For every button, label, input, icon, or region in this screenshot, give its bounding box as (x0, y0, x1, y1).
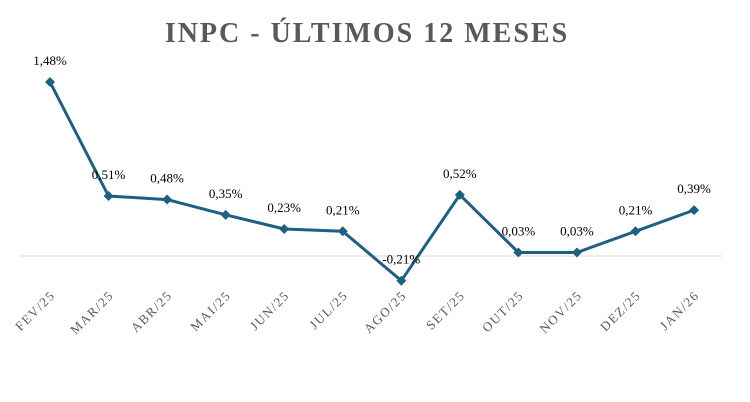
x-tick-label: MAR/25 (67, 288, 117, 338)
x-tick-label: JAN/26 (657, 288, 703, 334)
x-tick-label: JUL/25 (306, 288, 351, 333)
data-point-dez-25 (630, 226, 641, 237)
data-label: 0,21% (326, 202, 360, 217)
data-point-abr-25 (162, 194, 173, 205)
x-tick-label: DEZ/25 (597, 288, 644, 335)
data-label: 0,23% (267, 200, 301, 215)
data-point-set-25 (454, 189, 465, 200)
data-point-nov-25 (571, 247, 582, 258)
data-label: -0,21% (382, 252, 420, 267)
x-tick-label: AGO/25 (361, 288, 410, 337)
data-point-jan-26 (689, 205, 700, 216)
data-point-mar-25 (103, 191, 114, 202)
data-label: 0,48% (150, 171, 184, 186)
x-tick-label: MAI/25 (187, 288, 234, 335)
data-label: 0,39% (677, 181, 711, 196)
data-point-ago-25 (396, 275, 407, 286)
data-label: 0,03% (502, 223, 536, 238)
data-point-jun-25 (279, 223, 290, 234)
x-tick-label: OUT/25 (479, 288, 527, 336)
data-label: 0,03% (560, 223, 594, 238)
x-tick-label: NOV/25 (536, 288, 585, 337)
data-label: 1,48% (33, 53, 67, 68)
series-line (48, 81, 695, 283)
data-point-mai-25 (220, 209, 231, 220)
data-label: 0,51% (92, 167, 126, 182)
data-point-out-25 (513, 247, 524, 258)
chart-title: INPC - ÚLTIMOS 12 MESES (165, 18, 569, 49)
data-point-jul-25 (337, 226, 348, 237)
x-tick-label: SET/25 (423, 288, 468, 333)
x-tick-label: FEV/25 (12, 288, 58, 334)
data-label: 0,21% (619, 202, 653, 217)
data-point-fev-25 (45, 76, 55, 87)
data-label: 0,35% (209, 186, 243, 201)
x-tick-label: JUN/25 (247, 288, 293, 334)
data-label: 0,52% (443, 166, 477, 181)
x-tick-label: ABR/25 (128, 288, 176, 336)
